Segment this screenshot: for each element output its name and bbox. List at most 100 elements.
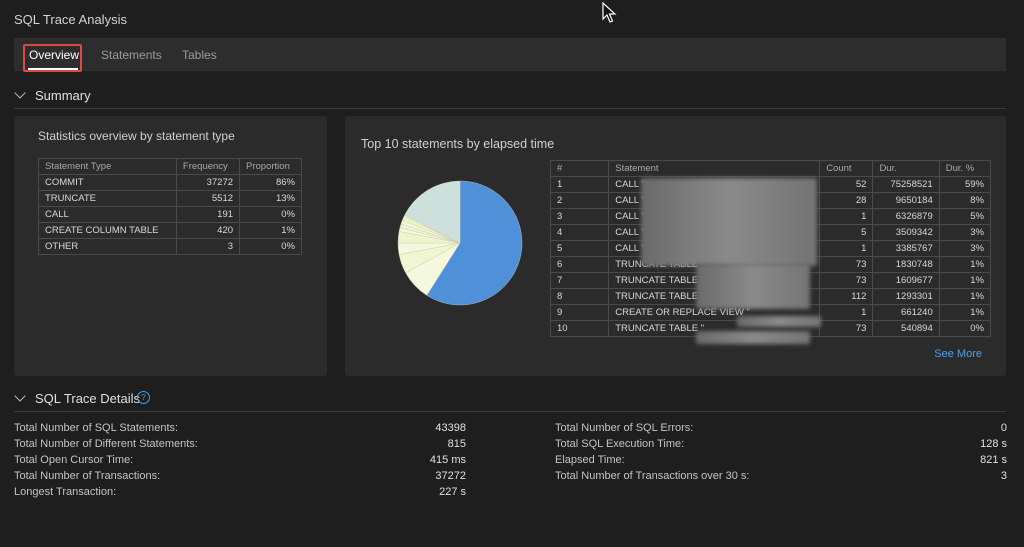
elapsed-time-pie-chart xyxy=(397,180,523,306)
details-right-column: Total Number of SQL Errors: 0 Total SQL … xyxy=(555,422,1007,486)
frequency-cell: 3 xyxy=(175,238,241,255)
proportion-cell: 13% xyxy=(239,190,302,207)
rank-cell: 8 xyxy=(549,288,610,305)
frequency-cell: 191 xyxy=(175,206,241,223)
details-left-column: Total Number of SQL Statements: 43398 To… xyxy=(14,422,466,502)
details-divider xyxy=(14,411,1006,412)
column-header: Statement Type xyxy=(38,158,177,175)
chevron-down-icon[interactable] xyxy=(14,87,26,99)
duration-cell: 1293301 xyxy=(872,288,940,305)
chevron-down-icon[interactable] xyxy=(14,390,26,402)
help-icon[interactable]: ? xyxy=(137,391,150,404)
column-header: Frequency xyxy=(175,158,241,175)
stat-row: Elapsed Time: 821 s xyxy=(555,454,1007,470)
summary-heading[interactable]: Summary xyxy=(35,88,91,103)
stats-overview-panel: Statistics overview by statement type St… xyxy=(14,116,327,376)
stat-row: Total Number of Transactions: 37272 xyxy=(14,470,466,486)
stat-value: 0 xyxy=(1000,422,1007,434)
stat-value: 37272 xyxy=(435,470,466,482)
redacted-text-blur xyxy=(737,316,821,327)
duration-percent-cell: 1% xyxy=(938,272,992,289)
stat-row: Longest Transaction: 227 s xyxy=(14,486,466,502)
stat-row: Total Number of SQL Errors: 0 xyxy=(555,422,1007,438)
redacted-text-blur xyxy=(641,178,817,266)
table-row[interactable]: COMMIT 37272 86% xyxy=(38,174,302,191)
rank-cell: 1 xyxy=(549,176,610,193)
stat-row: Total Number of Transactions over 30 s: … xyxy=(555,470,1007,486)
column-header: Dur. xyxy=(872,160,940,177)
stat-value: 227 s xyxy=(439,486,466,498)
frequency-cell: 37272 xyxy=(175,174,241,191)
stat-value: 815 xyxy=(447,438,466,450)
stat-row: Total Number of SQL Statements: 43398 xyxy=(14,422,466,438)
duration-cell: 6326879 xyxy=(872,208,940,225)
count-cell: 1 xyxy=(819,304,874,321)
app-title: SQL Trace Analysis xyxy=(14,12,127,27)
column-header: Count xyxy=(819,160,874,177)
table-row[interactable]: CALL 191 0% xyxy=(38,206,302,223)
stat-value: 415 ms xyxy=(429,454,466,466)
proportion-cell: 1% xyxy=(239,222,302,239)
redacted-text-blur xyxy=(696,264,810,309)
stat-label: Longest Transaction: xyxy=(14,486,117,498)
duration-percent-cell: 1% xyxy=(938,288,992,305)
count-cell: 73 xyxy=(819,272,874,289)
duration-cell: 1609677 xyxy=(872,272,940,289)
statement-type-cell: OTHER xyxy=(38,238,177,255)
details-heading[interactable]: SQL Trace Details xyxy=(35,391,141,406)
table-row[interactable]: CREATE COLUMN TABLE 420 1% xyxy=(38,222,302,239)
count-cell: 5 xyxy=(819,224,874,241)
stat-row: Total Open Cursor Time: 415 ms xyxy=(14,454,466,470)
proportion-cell: 86% xyxy=(239,174,302,191)
stat-label: Total Number of Transactions over 30 s: xyxy=(555,470,750,482)
pie-slice-1[interactable] xyxy=(426,180,523,306)
tab-overview[interactable]: Overview xyxy=(29,48,80,62)
stat-value: 821 s xyxy=(980,454,1007,466)
duration-cell: 661240 xyxy=(872,304,940,321)
rank-cell: 5 xyxy=(549,240,610,257)
stat-label: Total Number of Transactions: xyxy=(14,470,161,482)
table-row[interactable]: TRUNCATE 5512 13% xyxy=(38,190,302,207)
rank-cell: 2 xyxy=(549,192,610,209)
tab-bar: Overview Statements Tables xyxy=(14,38,1006,71)
duration-percent-cell: 3% xyxy=(938,240,992,257)
frequency-cell: 5512 xyxy=(175,190,241,207)
duration-cell: 1830748 xyxy=(872,256,940,273)
count-cell: 52 xyxy=(819,176,874,193)
stat-label: Total Number of SQL Statements: xyxy=(14,422,179,434)
column-header: Proportion xyxy=(239,158,302,175)
stats-overview-table: Statement Type Frequency Proportion COMM… xyxy=(38,158,302,255)
table-row[interactable]: OTHER 3 0% xyxy=(38,238,302,255)
see-more-link[interactable]: See More xyxy=(934,348,982,360)
stat-value: 3 xyxy=(1000,470,1007,482)
mouse-cursor-icon xyxy=(602,2,617,23)
tab-statements[interactable]: Statements xyxy=(101,48,162,62)
tab-tables[interactable]: Tables xyxy=(182,48,217,62)
duration-cell: 540894 xyxy=(872,320,940,337)
stat-label: Total SQL Execution Time: xyxy=(555,438,685,450)
stat-value: 128 s xyxy=(980,438,1007,450)
count-cell: 73 xyxy=(819,256,874,273)
duration-percent-cell: 1% xyxy=(938,256,992,273)
top10-panel: Top 10 statements by elapsed time # Stat… xyxy=(345,116,1006,376)
stat-row: Total Number of Different Statements: 81… xyxy=(14,438,466,454)
duration-percent-cell: 5% xyxy=(938,208,992,225)
frequency-cell: 420 xyxy=(175,222,241,239)
rank-cell: 6 xyxy=(549,256,610,273)
pie-slice-other[interactable] xyxy=(404,180,461,244)
statement-type-cell: TRUNCATE xyxy=(38,190,177,207)
statement-type-cell: CREATE COLUMN TABLE xyxy=(38,222,177,239)
rank-cell: 3 xyxy=(549,208,610,225)
rank-cell: 4 xyxy=(549,224,610,241)
duration-cell: 9650184 xyxy=(872,192,940,209)
proportion-cell: 0% xyxy=(239,238,302,255)
count-cell: 112 xyxy=(819,288,874,305)
statement-type-cell: COMMIT xyxy=(38,174,177,191)
table-header-row: Statement Type Frequency Proportion xyxy=(38,158,302,175)
stat-label: Total Number of SQL Errors: xyxy=(555,422,694,434)
column-header: # xyxy=(549,160,610,177)
duration-percent-cell: 1% xyxy=(938,304,992,321)
stat-value: 43398 xyxy=(435,422,466,434)
stat-label: Total Number of Different Statements: xyxy=(14,438,198,450)
rank-cell: 10 xyxy=(549,320,610,337)
